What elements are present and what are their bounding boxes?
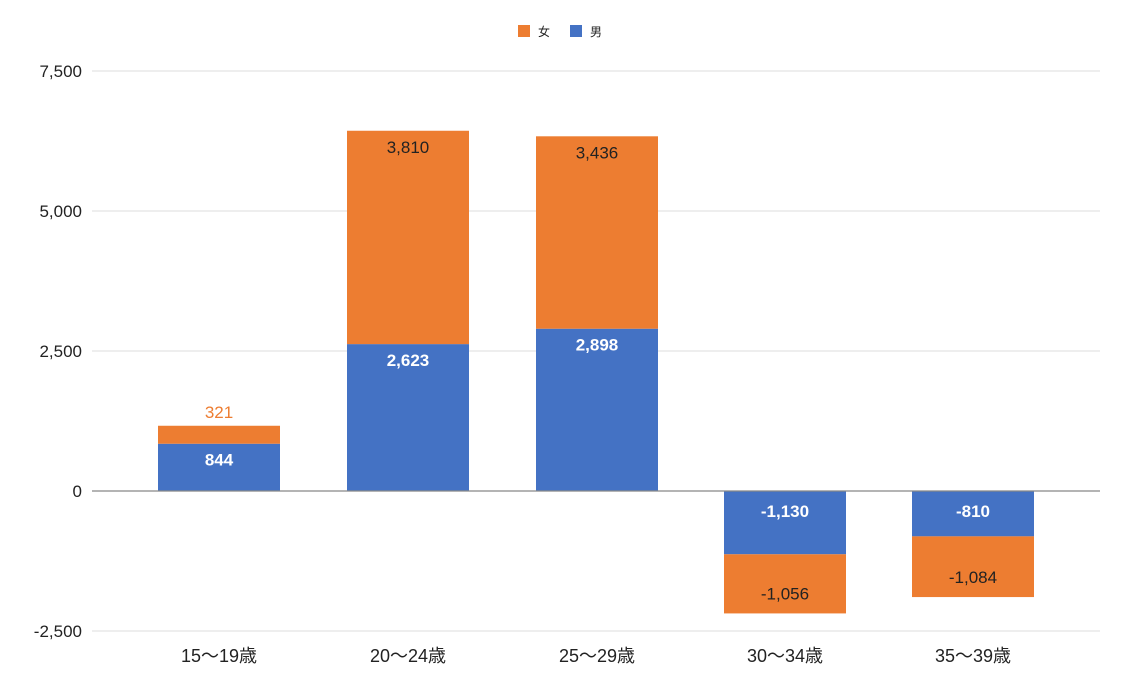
x-category-label: 15〜19歳	[181, 646, 257, 666]
x-category-label: 30〜34歳	[747, 646, 823, 666]
data-label: -810	[956, 502, 990, 521]
y-tick-label: 5,000	[39, 202, 82, 221]
data-label: -1,130	[761, 502, 809, 521]
y-tick-label: 7,500	[39, 62, 82, 81]
bar-segment	[158, 425, 280, 444]
data-labels: 844 321 2,623 3,810 2,898 3,436 -1,130 -1,056 -8…	[205, 138, 997, 604]
data-label: 321	[205, 403, 233, 422]
data-label: 3,810	[387, 138, 430, 157]
data-label: 3,436	[576, 143, 619, 162]
data-label: 2,623	[387, 351, 430, 370]
bar-segment	[347, 344, 469, 491]
bar-segment	[347, 130, 469, 345]
legend-label: 男	[590, 25, 602, 39]
data-label: 2,898	[576, 336, 619, 355]
x-category-label: 25〜29歳	[559, 646, 635, 666]
legend: 女男	[518, 24, 602, 39]
y-tick-label: 0	[73, 482, 82, 501]
x-category-label: 35〜39歳	[935, 646, 1011, 666]
y-tick-label: 2,500	[39, 342, 82, 361]
bar-segment	[536, 136, 658, 329]
bar-segment	[158, 443, 280, 491]
x-axis-category-labels: 15〜19歳 20〜24歳 25〜29歳 30〜34歳 35〜39歳	[181, 646, 1011, 666]
bars	[158, 130, 1034, 614]
legend-label: 女	[538, 24, 550, 39]
y-axis-tick-labels: -2,500 0 2,500 5,000 7,500	[34, 62, 82, 641]
data-label: 844	[205, 451, 234, 470]
bar-segment	[912, 491, 1034, 537]
x-category-label: 20〜24歳	[370, 646, 446, 666]
data-label: -1,056	[761, 584, 809, 603]
y-tick-label: -2,500	[34, 622, 82, 641]
bar-segment	[724, 554, 846, 614]
data-label: -1,084	[949, 568, 997, 587]
legend-swatch	[518, 25, 530, 37]
bar-segment	[724, 491, 846, 555]
bar-segment	[912, 536, 1034, 598]
bar-segment	[536, 328, 658, 491]
legend-swatch	[570, 25, 582, 37]
